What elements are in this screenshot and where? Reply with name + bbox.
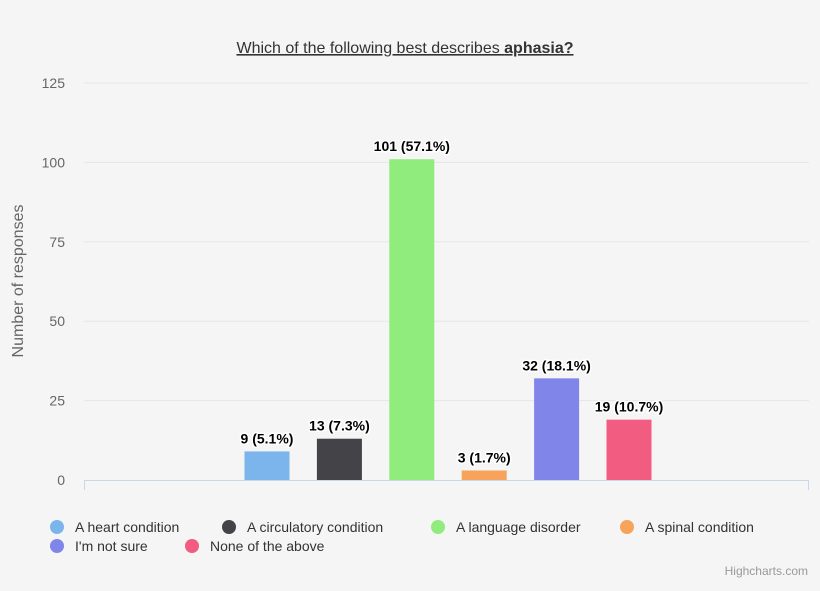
legend-marker [185,539,199,553]
data-labels: 9 (5.1%) 13 (7.3%) 101 (57.1%) 3 (1.7%) 32 (… [239,137,665,467]
data-label: 13 (7.3%) [309,418,370,434]
data-label: 9 (5.1%) [241,430,294,446]
legend-marker [620,520,634,534]
bar [389,159,435,480]
legend-marker [222,520,236,534]
data-label: 101 (57.1%) [374,138,450,154]
legend-marker [50,539,64,553]
legend-item-label: A circulatory condition [247,519,383,535]
legend-item-label: A language disorder [456,519,581,535]
legend-item-label: I'm not sure [75,538,148,554]
y-tick-label: 25 [49,393,65,409]
y-tick-label: 75 [49,234,65,250]
y-tick-label: 0 [57,472,65,488]
chart-title-bold: aphasia? [504,40,573,57]
data-label: 32 (18.1%) [522,357,590,373]
y-tick-label: 125 [42,75,66,91]
x-axis [84,480,809,490]
chart-title-prefix: Which of the following best describes [236,40,504,57]
y-axis-ticks: 0 25 50 75 100 125 [42,75,66,488]
bars [244,159,652,480]
legend-item-label: A spinal condition [645,519,754,535]
y-tick-label: 100 [42,154,66,170]
data-label: 3 (1.7%) [458,449,511,465]
bar [606,419,652,480]
grid-lines [84,82,809,402]
y-axis-title: Number of responses [10,205,27,358]
bar [461,470,507,480]
data-label: 19 (10.7%) [595,399,663,415]
bar [316,438,362,480]
bar [534,378,580,480]
y-tick-label: 50 [49,313,65,329]
legend-item-label: A heart condition [75,519,179,535]
legend-marker [431,520,445,534]
legend: A heart condition A circulatory condition… [50,519,754,554]
bar [244,451,290,480]
chart-title: Which of the following best describes ap… [236,40,573,57]
legend-marker [50,520,64,534]
legend-item-label: None of the above [210,538,325,554]
credits-link[interactable]: Highcharts.com [724,564,808,578]
